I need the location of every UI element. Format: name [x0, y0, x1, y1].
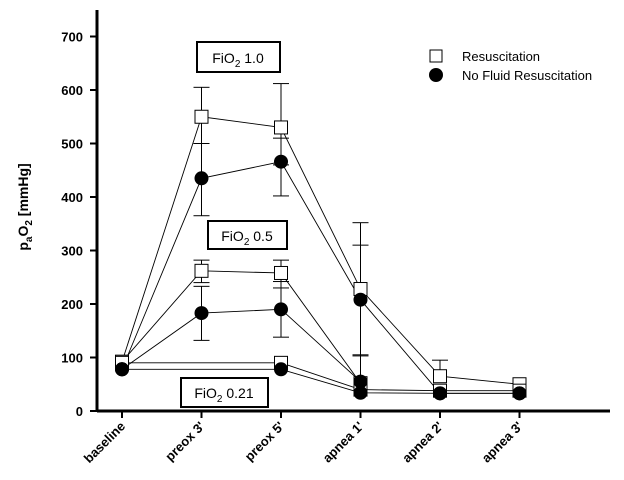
y-tick-label: 100 [61, 351, 83, 366]
x-tick-label: apnea 3' [479, 419, 526, 466]
x-tick-label: preox 3' [162, 419, 207, 464]
legend: Resuscitation No Fluid Resuscitation [429, 49, 592, 83]
data-point-filled-circle [274, 154, 288, 169]
y-axis-title-unit: [mmHg] [15, 163, 31, 220]
svg-text:FiO2 0.5: FiO2 0.5 [221, 228, 273, 248]
y-tick-label: 700 [61, 30, 83, 45]
data-point-open-square [433, 369, 447, 384]
data-point-filled-circle [274, 302, 288, 317]
annotation-sub: 2 [244, 237, 250, 248]
y-tick-label: 600 [61, 83, 83, 98]
series-line [121, 270, 361, 384]
annotation-fio2-1-0: FiO2 1.0 [196, 41, 281, 73]
series-line [121, 308, 361, 382]
annotation-label: FiO [221, 228, 244, 244]
legend-item-no-fluid-resuscitation: No Fluid Resuscitation [429, 68, 592, 83]
series-markers [115, 109, 527, 401]
y-tick-label: 0 [76, 404, 83, 419]
annotation-value: 0.21 [222, 385, 253, 401]
y-axis-title: paO2 [mmHg] [15, 163, 35, 250]
annotation-fio2-0-5: FiO2 0.5 [207, 220, 288, 250]
annotation-fio2-0-21: FiO2 0.21 [180, 377, 269, 408]
x-tick-label: preox 5' [242, 419, 287, 464]
annotation-sub: 2 [217, 394, 223, 405]
data-point-filled-circle [274, 362, 288, 377]
y-tick-label: 400 [61, 190, 83, 205]
data-point-filled-circle [353, 374, 368, 389]
data-point-filled-circle [433, 386, 447, 401]
y-axis-title-sub-2: 2 [24, 220, 35, 226]
y-tick-label: 300 [61, 244, 83, 259]
y-axis-title-sub-a: a [24, 236, 35, 242]
data-point-filled-circle [115, 362, 129, 377]
series-line [121, 116, 520, 385]
annotation-box [180, 377, 269, 408]
x-tick-label: apnea 2' [399, 419, 446, 466]
legend-open-square-marker [429, 49, 443, 63]
svg-text:paO2 [mmHg]: paO2 [mmHg] [15, 163, 35, 250]
data-point-filled-circle [194, 171, 209, 186]
legend-item-resuscitation: Resuscitation [429, 49, 540, 64]
annotation-sub: 2 [235, 59, 241, 70]
data-point-open-square [194, 263, 209, 278]
data-point-filled-circle [353, 292, 368, 307]
data-point-open-square [274, 120, 288, 135]
y-ticks: 0 100 200 300 400 500 600 700 [61, 30, 97, 419]
legend-label-no-fluid-resuscitation: No Fluid Resuscitation [462, 68, 592, 83]
y-tick-label: 200 [61, 297, 83, 312]
y-axis-title-o: O [15, 226, 31, 237]
legend-label-resuscitation: Resuscitation [462, 49, 540, 64]
annotation-box [207, 220, 288, 250]
x-tick-label: apnea 1' [320, 419, 367, 466]
annotation-value: 1.0 [240, 50, 264, 66]
data-point-filled-circle [353, 385, 368, 400]
series-lines [121, 116, 520, 394]
annotation-label: FiO [212, 50, 235, 66]
y-tick-label: 500 [61, 137, 83, 152]
data-point-open-square [194, 109, 209, 124]
data-point-filled-circle [512, 386, 527, 401]
series-layer [115, 83, 527, 401]
data-point-filled-circle [194, 306, 209, 321]
x-ticks: baseline preox 3' preox 5' apnea 1' apnea 2'… [81, 411, 526, 466]
annotation-label: FiO [194, 385, 217, 401]
series-line [121, 161, 520, 394]
x-tick-label: baseline [81, 419, 128, 466]
y-axis-title-p: p [15, 242, 31, 251]
annotation-box [196, 41, 281, 73]
svg-text:FiO2 1.0: FiO2 1.0 [212, 50, 264, 70]
legend-filled-circle-marker [429, 68, 443, 82]
data-point-open-square [274, 265, 288, 280]
svg-text:FiO2 0.21: FiO2 0.21 [194, 385, 253, 405]
annotation-value: 0.5 [249, 228, 273, 244]
